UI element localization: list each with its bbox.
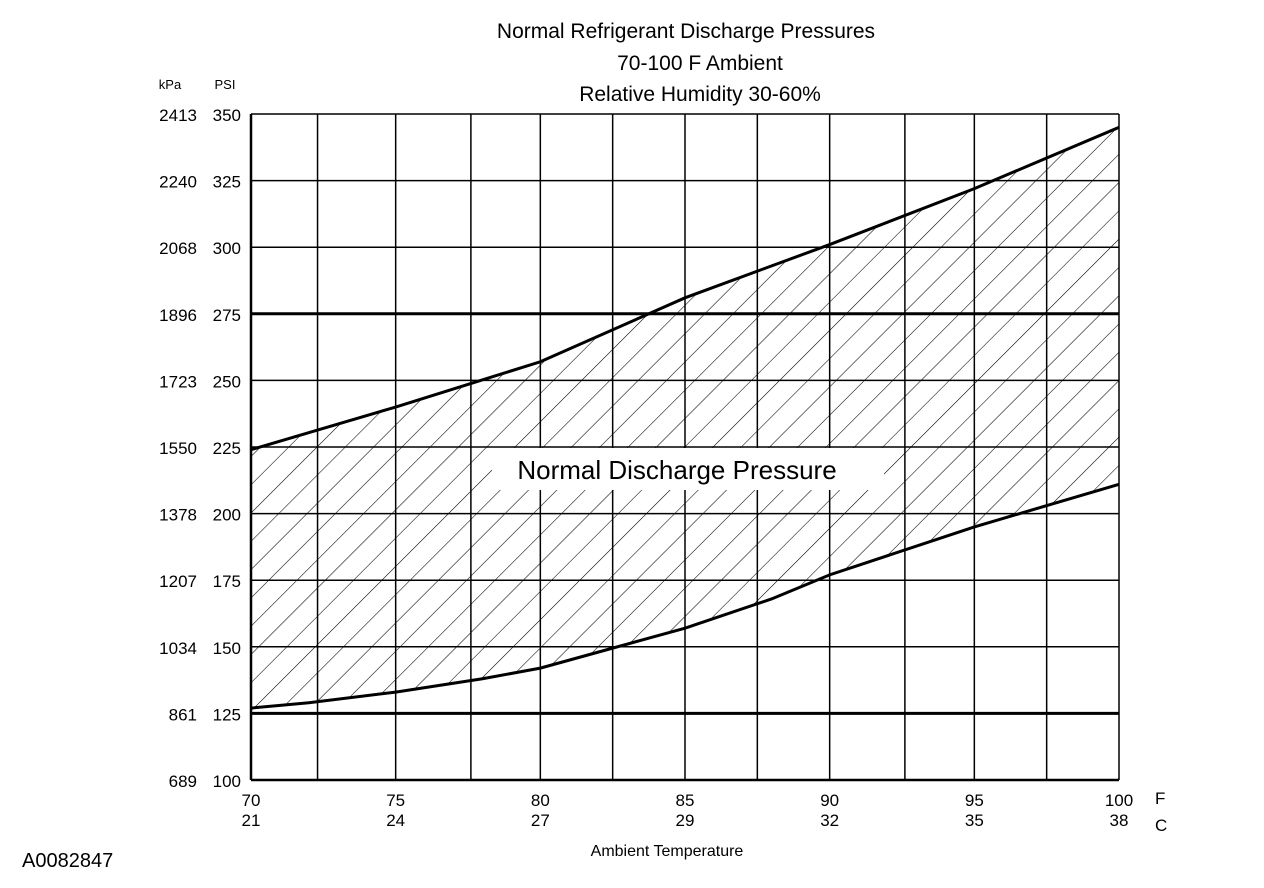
figure-id: A0082847 bbox=[22, 850, 113, 872]
y-unit-psi: PSI bbox=[215, 77, 236, 92]
y-tick-label-psi: 325 bbox=[213, 173, 241, 192]
x-tick-label-c: 24 bbox=[386, 811, 405, 830]
boundary-curves bbox=[250, 125, 1120, 710]
y-tick-label-psi: 300 bbox=[213, 239, 241, 258]
y-tick-label-kpa: 1207 bbox=[159, 572, 197, 591]
y-tick-label-psi: 275 bbox=[213, 306, 241, 325]
y-tick-label-kpa: 689 bbox=[169, 772, 197, 791]
x-tick-label-c: 32 bbox=[820, 811, 839, 830]
x-unit-c: C bbox=[1155, 816, 1167, 835]
chart-title-line-1: Normal Refrigerant Discharge Pressures bbox=[497, 20, 875, 43]
x-tick-label-f: 70 bbox=[242, 791, 261, 810]
y-tick-label-psi: 150 bbox=[213, 639, 241, 658]
upper-bound-curve bbox=[250, 125, 1120, 452]
y-tick-label-kpa: 1723 bbox=[159, 372, 197, 391]
y-tick-label-kpa: 861 bbox=[169, 705, 197, 724]
x-tick-label-f: 100 bbox=[1105, 791, 1133, 810]
chart-title-line-2: 70-100 F Ambient bbox=[617, 52, 783, 75]
y-tick-label-kpa: 2413 bbox=[159, 106, 197, 125]
x-tick-label-f: 80 bbox=[531, 791, 550, 810]
y-tick-label-psi: 250 bbox=[213, 372, 241, 391]
y-unit-kpa: kPa bbox=[159, 77, 182, 92]
y-tick-label-psi: 125 bbox=[213, 705, 241, 724]
band-label: Normal Discharge Pressure bbox=[517, 455, 836, 485]
y-tick-label-kpa: 1550 bbox=[159, 439, 197, 458]
y-tick-label-kpa: 2240 bbox=[159, 173, 197, 192]
y-tick-label-psi: 350 bbox=[213, 106, 241, 125]
chart-title-line-3: Relative Humidity 30-60% bbox=[579, 83, 821, 106]
y-tick-label-kpa: 1896 bbox=[159, 306, 197, 325]
x-tick-label-c: 38 bbox=[1110, 811, 1129, 830]
y-axis-ticks: 2413 350 2240 325 2068 300 1896 275 1723 250 1550 2… bbox=[159, 106, 241, 791]
y-tick-label-psi: 225 bbox=[213, 439, 241, 458]
y-tick-label-kpa: 2068 bbox=[159, 239, 197, 258]
x-tick-label-f: 75 bbox=[386, 791, 405, 810]
x-tick-label-c: 29 bbox=[676, 811, 695, 830]
x-tick-label-f: 90 bbox=[820, 791, 839, 810]
y-tick-label-psi: 175 bbox=[213, 572, 241, 591]
x-tick-label-f: 85 bbox=[676, 791, 695, 810]
y-tick-label-kpa: 1034 bbox=[159, 639, 197, 658]
x-tick-label-c: 35 bbox=[965, 811, 984, 830]
x-unit-f: F bbox=[1155, 789, 1165, 808]
x-tick-label-c: 21 bbox=[242, 811, 261, 830]
x-tick-label-c: 27 bbox=[531, 811, 550, 830]
x-axis-label: Ambient Temperature bbox=[591, 843, 744, 860]
band-label-background bbox=[492, 448, 884, 490]
y-tick-label-psi: 200 bbox=[213, 506, 241, 525]
lower-bound-curve bbox=[250, 482, 1120, 710]
y-tick-label-kpa: 1378 bbox=[159, 506, 197, 525]
y-tick-label-psi: 100 bbox=[213, 772, 241, 791]
grid bbox=[249, 113, 1120, 782]
x-tick-label-f: 95 bbox=[965, 791, 984, 810]
